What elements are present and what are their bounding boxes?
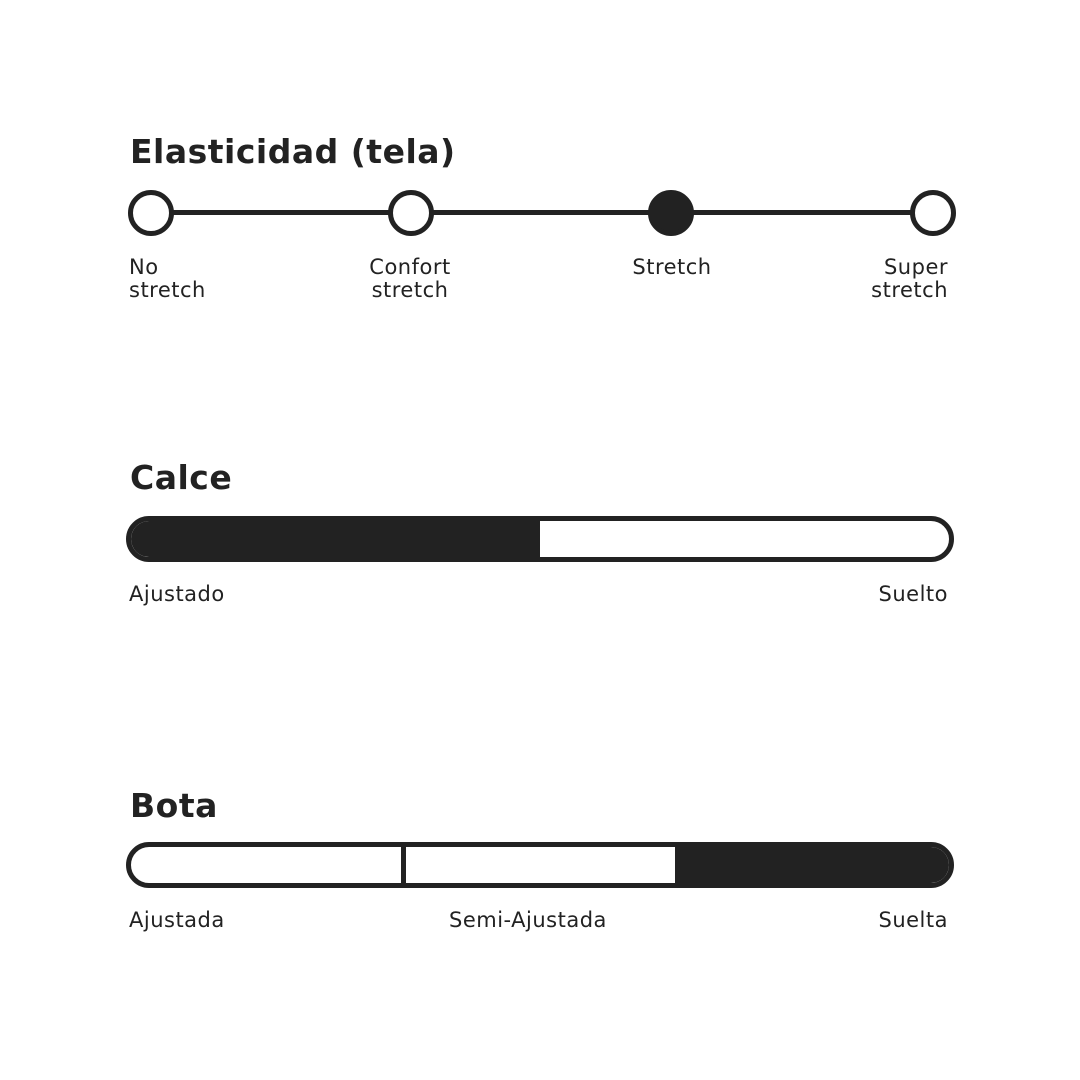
elasticity-option-dot: [648, 190, 694, 236]
fit-max-label: Suelto: [878, 582, 948, 606]
boot-segment: [131, 847, 403, 883]
boot-bar: [126, 842, 954, 888]
boot-label-suelta: Suelta: [878, 908, 948, 932]
boot-title: Bota: [130, 786, 218, 825]
elasticity-option-dot: [388, 190, 434, 236]
fit-bar: [126, 516, 954, 562]
elasticity-track: [150, 210, 930, 215]
fit-bar-fill: [131, 521, 540, 557]
boot-label-semi-ajustada: Semi-Ajustada: [449, 908, 607, 932]
elasticity-title: Elasticidad (tela): [130, 132, 456, 171]
elasticity-option-dot: [910, 190, 956, 236]
elasticity-option-label: No stretch: [129, 255, 206, 302]
elasticity-option-label: Stretch: [632, 255, 712, 279]
elasticity-option-dot: [128, 190, 174, 236]
elasticity-option-label: Confort stretch: [369, 255, 451, 302]
boot-segment: [675, 847, 949, 883]
fit-title: Calce: [130, 458, 233, 497]
boot-segment: [403, 847, 675, 883]
elasticity-option-label: Super stretch: [871, 255, 948, 302]
boot-segment-divider: [401, 847, 406, 883]
boot-label-ajustada: Ajustada: [129, 908, 225, 932]
fit-min-label: Ajustado: [129, 582, 225, 606]
